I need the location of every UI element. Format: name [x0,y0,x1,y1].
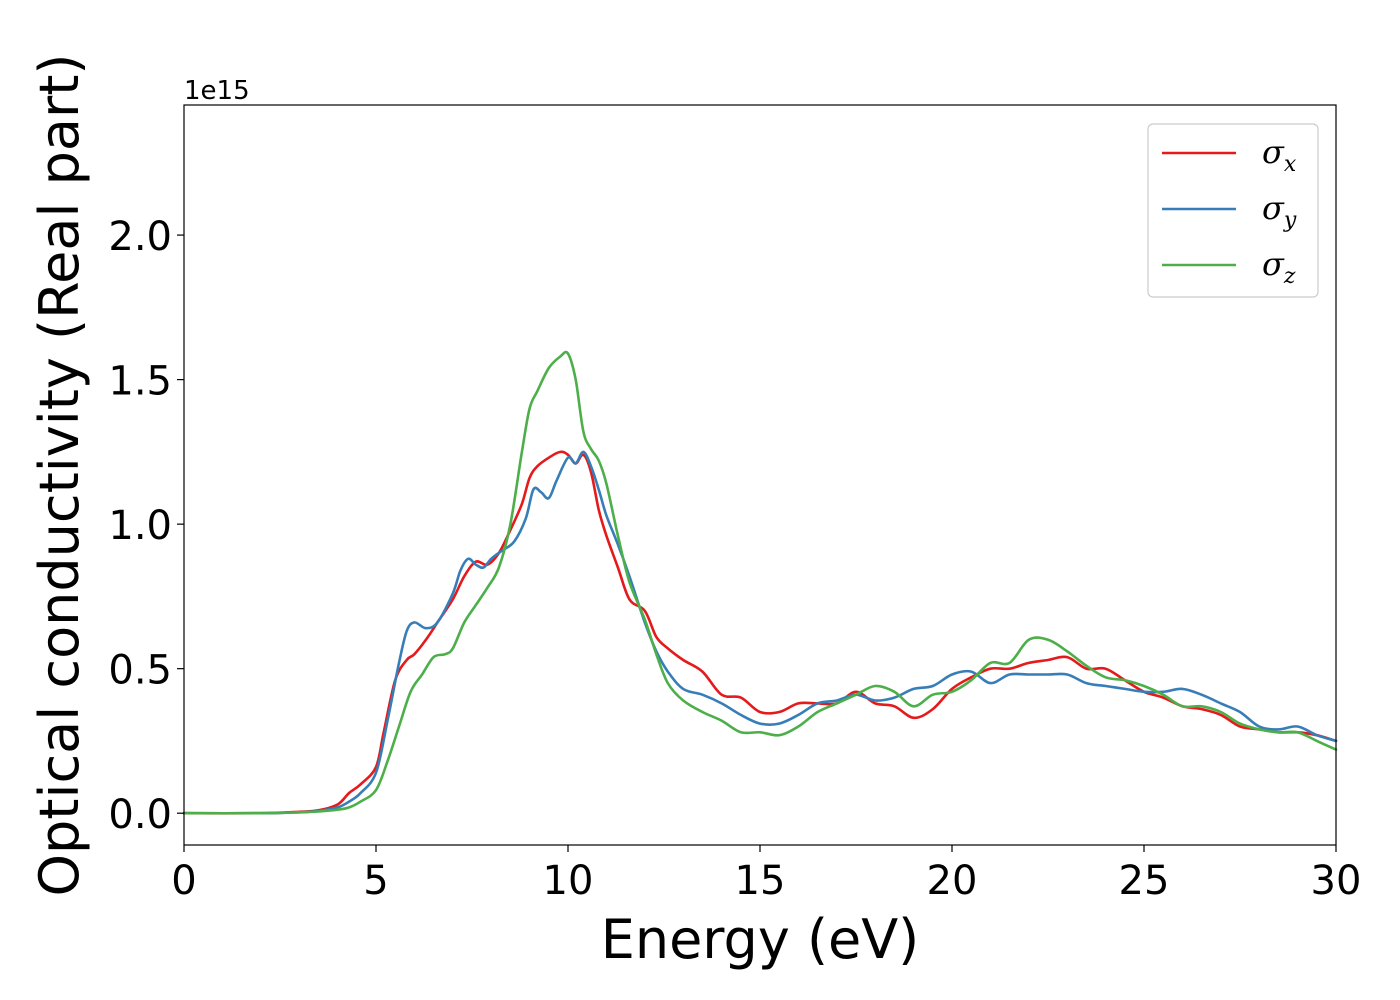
x-axis-ticks: 0 5 10 15 20 25 30 [171,845,1361,904]
series-lines [182,350,1338,815]
x-tick-label: 25 [1119,858,1170,904]
y-tick-label: 1.5 [108,359,172,405]
x-tick-label: 15 [735,858,786,904]
legend-box [1147,123,1319,298]
y-offset-label: 1e15 [184,76,250,106]
legend: σx σy σz [1147,123,1319,298]
legend-label-x: σx [1262,133,1297,177]
x-tick-label: 5 [363,858,388,904]
plot-area [184,105,1336,845]
y-tick-label: 2.0 [108,214,172,260]
series-line-z [182,350,1338,815]
x-axis-label: Energy (eV) [601,908,920,971]
y-tick-label: 0.0 [108,792,172,838]
y-axis-ticks: 0.0 0.5 1.0 1.5 2.0 [108,214,184,838]
legend-items: σx σy σz [1162,133,1297,289]
series-line-x [182,450,1338,815]
x-tick-label: 30 [1311,858,1362,904]
x-tick-label: 10 [543,858,594,904]
y-tick-label: 0.5 [108,648,172,694]
x-tick-label: 0 [171,858,196,904]
legend-label-z: σz [1262,245,1296,289]
x-tick-label: 20 [927,858,978,904]
legend-label-y: σy [1262,189,1297,233]
y-axis-label: Optical conductivity (Real part) [28,54,91,897]
y-tick-label: 1.0 [108,503,172,549]
